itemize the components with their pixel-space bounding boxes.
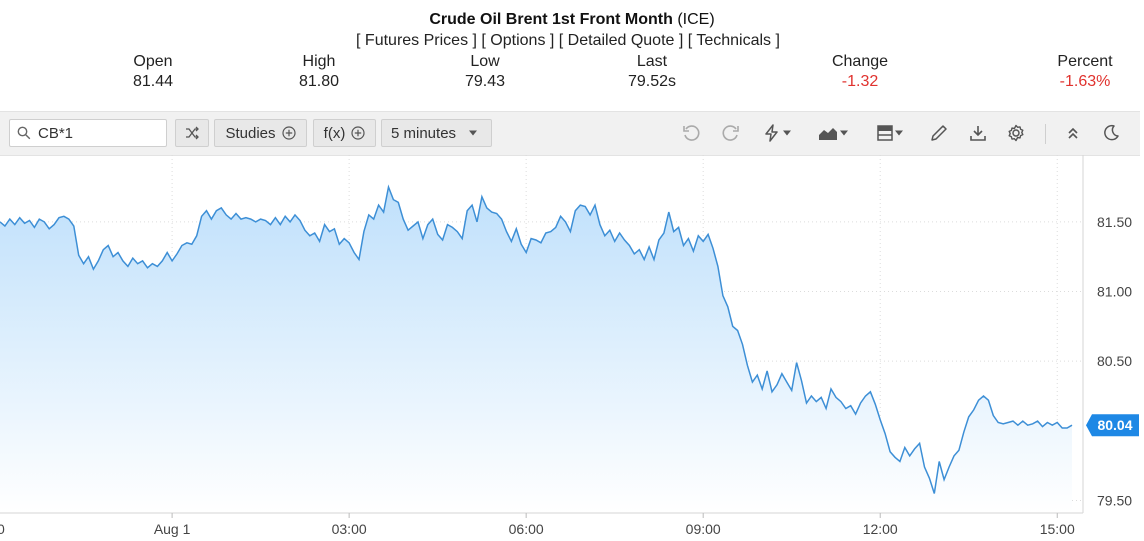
settings-icon [1008, 124, 1024, 142]
lightning-icon [765, 124, 778, 142]
futures-prices-link[interactable]: [ Futures Prices ] [356, 32, 477, 49]
interval-select[interactable]: 5 minutes [381, 119, 492, 147]
y-tick-label: 79.50 [1097, 492, 1132, 508]
redo-button[interactable] [720, 122, 742, 144]
chevron-down-icon [469, 130, 478, 136]
price-series-line [0, 184, 1073, 494]
x-tick-label: 15:00 [1040, 521, 1075, 537]
studies-button[interactable]: Studies [214, 119, 307, 147]
draw-icon [931, 125, 947, 141]
chart-type-button[interactable] [814, 122, 852, 144]
collapse-button[interactable] [1062, 122, 1084, 144]
y-tick-label: 80.50 [1097, 353, 1132, 369]
chevron-down-icon [783, 130, 791, 136]
percent-value: -1.63% [1059, 73, 1111, 90]
x-tick-label: Aug 1 [154, 521, 191, 537]
technicals-link[interactable]: [ Technicals ] [687, 32, 780, 49]
instrument-name: Crude Oil Brent 1st Front Month [429, 11, 673, 28]
download-button[interactable] [967, 122, 989, 144]
symbol-search[interactable] [9, 119, 167, 147]
layout-icon [877, 125, 893, 141]
search-icon [17, 126, 31, 140]
x-axis: :00 Aug 1 03:00 06:00 09:00 12:00 15:00 [0, 513, 1075, 537]
quote-low: Low 79.43 [445, 52, 525, 92]
price-area-fill [0, 187, 1072, 513]
fx-label: f(x) [323, 124, 346, 142]
quote-change: Change -1.32 [815, 52, 905, 92]
exchange-label: (ICE) [677, 11, 715, 28]
download-icon [970, 126, 986, 141]
last-price-badge [1086, 414, 1139, 437]
quote-last: Last 79.52s [612, 52, 692, 92]
dark-mode-button[interactable] [1100, 122, 1122, 144]
x-tick-label: 06:00 [509, 521, 544, 537]
dark-mode-icon [1104, 124, 1119, 141]
interval-label: 5 minutes [391, 124, 457, 142]
chevron-down-icon [895, 130, 903, 136]
collapse-icon [1068, 127, 1078, 139]
high-label: High [302, 53, 336, 70]
symbol-input[interactable] [38, 123, 158, 143]
toolbar-divider [1045, 124, 1046, 144]
last-price-label: 80.04 [1097, 417, 1132, 433]
settings-button[interactable] [1005, 122, 1027, 144]
y-tick-label: 81.00 [1097, 284, 1132, 300]
last-price-tag: 80.04 [1086, 414, 1139, 437]
open-value: 81.44 [132, 73, 174, 90]
undo-button[interactable] [680, 122, 702, 144]
detailed-quote-link[interactable]: [ Detailed Quote ] [558, 32, 684, 49]
chart-toolbar: Studies f(x) 5 minutes [0, 111, 1140, 156]
instrument-title: Crude Oil Brent 1st Front Month (ICE) [0, 11, 1144, 29]
add-circle-icon [281, 126, 296, 140]
chart-type-icon [819, 128, 837, 140]
options-link[interactable]: [ Options ] [481, 32, 555, 49]
last-value: 79.52s [627, 73, 677, 90]
y-tick-label: 81.50 [1097, 214, 1132, 230]
low-value: 79.43 [464, 73, 506, 90]
chevron-down-icon [840, 130, 848, 136]
add-circle-icon [351, 126, 365, 140]
events-button[interactable] [758, 122, 796, 144]
percent-label: Percent [1057, 53, 1113, 70]
compare-button[interactable] [175, 119, 209, 147]
price-chart[interactable]: 81.50 81.00 80.50 79.50 :00 Aug 1 03:00 06:00 0… [0, 155, 1144, 541]
quote-open: Open 81.44 [113, 52, 193, 92]
compare-icon [186, 126, 199, 140]
x-tick-label: 03:00 [332, 521, 367, 537]
undo-icon [683, 125, 700, 141]
quote-high: High 81.80 [279, 52, 359, 92]
studies-label: Studies [225, 124, 276, 142]
change-value: -1.32 [841, 73, 879, 90]
high-value: 81.80 [298, 73, 340, 90]
y-axis: 81.50 81.00 80.50 79.50 [1097, 214, 1132, 509]
open-label: Open [133, 53, 173, 70]
x-tick-label: :00 [0, 521, 5, 537]
x-tick-label: 12:00 [863, 521, 898, 537]
quote-percent: Percent -1.63% [1040, 52, 1130, 92]
change-label: Change [831, 53, 889, 70]
layout-button[interactable] [871, 122, 909, 144]
draw-button[interactable] [928, 122, 950, 144]
x-tick-label: 09:00 [686, 521, 721, 537]
redo-icon [722, 125, 739, 141]
low-label: Low [470, 53, 500, 70]
quote-links: [ Futures Prices ] [ Options ] [ Detaile… [0, 32, 1136, 50]
last-label: Last [636, 53, 668, 70]
fx-button[interactable]: f(x) [313, 119, 376, 147]
